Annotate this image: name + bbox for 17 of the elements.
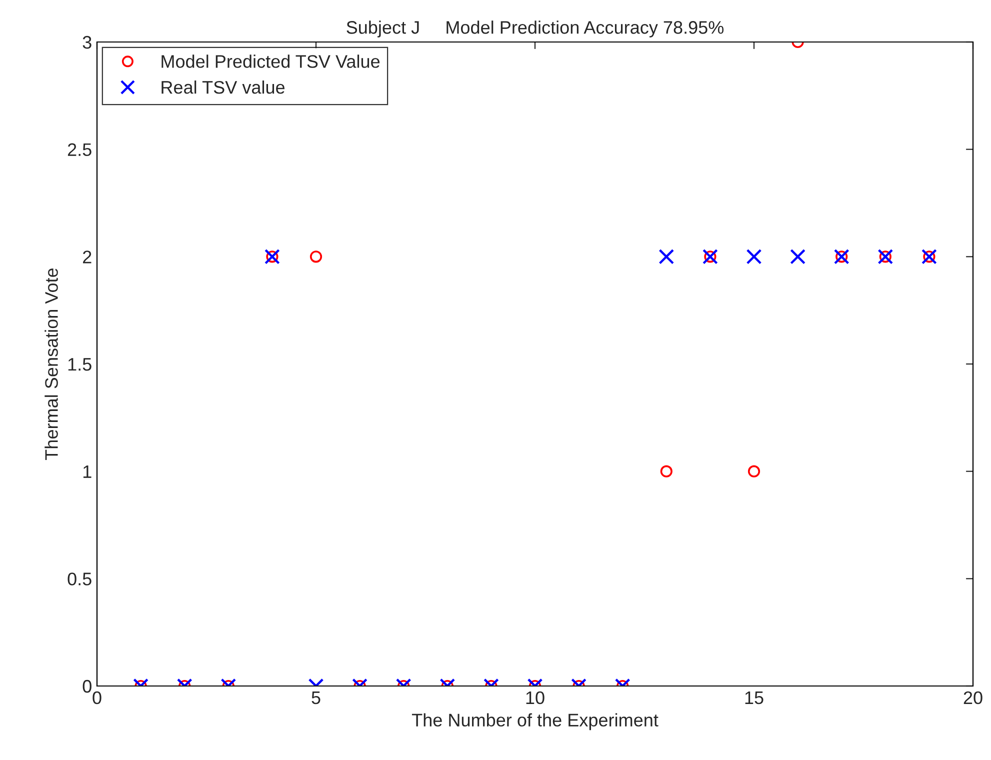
y-tick-label: 0.5 [68, 572, 92, 586]
y-tick-label: 0 [82, 680, 92, 693]
legend-label: Real TSV value [162, 80, 285, 94]
y-tick-label: 1 [83, 465, 92, 478]
y-tick-label: 2.5 [68, 143, 92, 156]
y-axis-title: Thermal Sensation Vote [44, 268, 58, 460]
x-tick-label: 0 [92, 691, 102, 704]
y-tick-label: 1.5 [68, 358, 92, 371]
y-tick-label: 3 [82, 36, 92, 49]
x-tick-label: 15 [745, 692, 764, 704]
chart-title: Subject J Model Prediction Accuracy 78.95% [346, 20, 724, 38]
x-tick-label: 20 [964, 691, 982, 704]
y-tick-label: 2 [83, 250, 92, 264]
legend-label: Model Predicted TSV Value [162, 54, 380, 68]
x-tick-label: 10 [526, 691, 544, 704]
x-axis-title: The Number of the Experiment [412, 713, 658, 730]
x-tick-label: 5 [312, 692, 320, 704]
